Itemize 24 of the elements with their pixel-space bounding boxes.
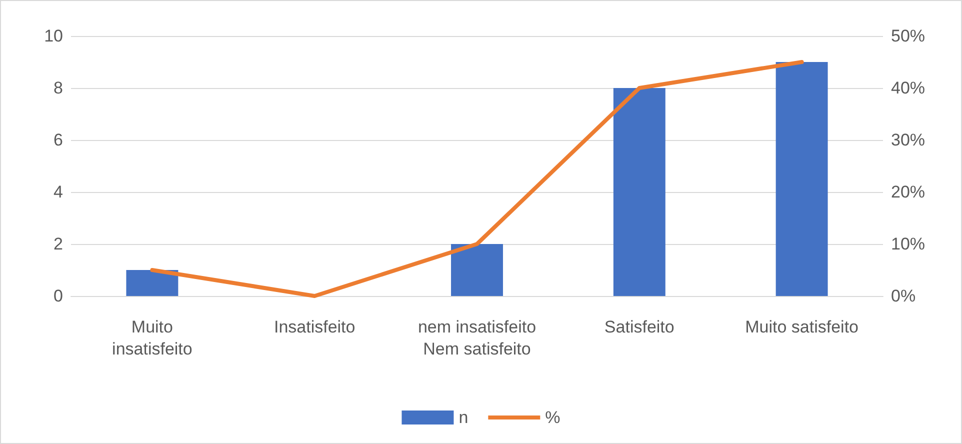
bar bbox=[451, 244, 503, 296]
x-tick-label: Insatisfeito bbox=[274, 318, 356, 336]
bar bbox=[776, 62, 828, 296]
y-tick-label: 10 bbox=[44, 26, 63, 46]
bar bbox=[613, 88, 666, 296]
y-tick-label: 2 bbox=[54, 234, 63, 254]
x-tick-label: Muito insatisfeito bbox=[112, 318, 192, 358]
y-tick-label: 4 bbox=[54, 182, 63, 202]
y2-tick-label: 50% bbox=[891, 26, 926, 46]
y-tick-label: 0 bbox=[54, 286, 63, 306]
y2-tick-label: 10% bbox=[891, 234, 926, 254]
y2-tick-label: 40% bbox=[891, 78, 926, 98]
x-tick-label: nem insatisfeito Nem satisfeito bbox=[418, 318, 536, 358]
y2-tick-label: 20% bbox=[891, 182, 926, 202]
y2-tick-label: 30% bbox=[891, 130, 926, 150]
x-tick-label: Muito satisfeito bbox=[745, 318, 858, 336]
legend-label: n bbox=[458, 408, 468, 427]
legend-label: % bbox=[545, 408, 560, 427]
line-series bbox=[150, 60, 804, 298]
y-tick-label: 8 bbox=[54, 78, 63, 98]
y2-tick-label: 0% bbox=[891, 286, 916, 306]
x-tick-label: Satisfeito bbox=[604, 318, 674, 336]
bar bbox=[126, 270, 178, 296]
y-tick-label: 6 bbox=[54, 130, 63, 150]
